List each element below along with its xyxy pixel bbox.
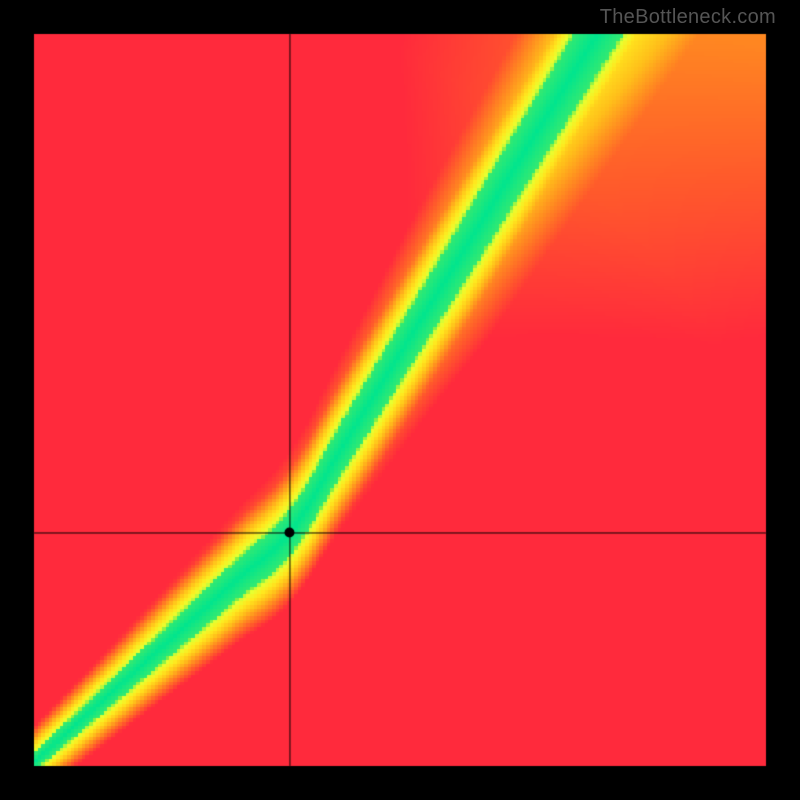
watermark-text: TheBottleneck.com: [600, 6, 776, 29]
chart-container: TheBottleneck.com: [0, 0, 800, 800]
crosshair-overlay: [0, 0, 800, 800]
